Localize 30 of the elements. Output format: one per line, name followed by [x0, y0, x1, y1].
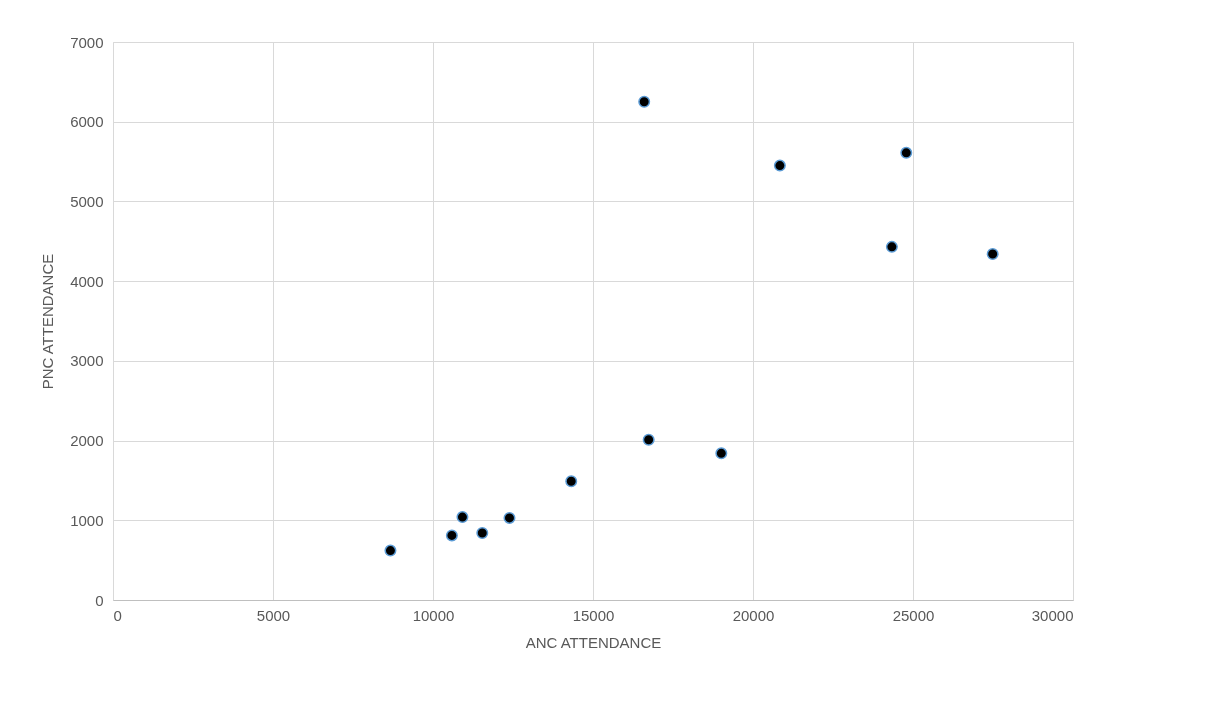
y-tick-label: 7000: [70, 33, 104, 51]
point: [445, 529, 458, 542]
point: [384, 544, 397, 557]
point: [715, 447, 728, 460]
point: [456, 511, 469, 524]
point: [565, 475, 578, 488]
point: [503, 511, 516, 524]
x-tick-label: 25000: [892, 606, 935, 624]
x-axis-title: ANC ATTENDANCE: [525, 633, 662, 651]
y-tick-label: 4000: [70, 272, 104, 290]
x-tick-label: 20000: [732, 606, 775, 624]
y-tick-label: 1000: [70, 511, 104, 529]
y-tick-label: 0: [95, 591, 104, 609]
x-tick-label: 5000: [256, 606, 291, 624]
point: [986, 248, 999, 261]
point: [638, 95, 651, 108]
y-tick-label: 2000: [70, 432, 104, 450]
x-tick-label: 15000: [572, 606, 615, 624]
x-tick-label: 30000: [1031, 606, 1074, 624]
y-axis-title: PNC ATTENDANCE: [39, 253, 57, 390]
point: [900, 146, 913, 159]
x-tick-label: 0: [113, 606, 122, 624]
point: [773, 159, 786, 172]
x-tick-label: 10000: [412, 606, 455, 624]
y-tick-label: 6000: [70, 113, 104, 131]
y-tick-label: 3000: [70, 352, 104, 370]
point: [476, 527, 489, 540]
y-tick-label: 5000: [70, 192, 104, 210]
point: [642, 433, 655, 446]
point: [885, 240, 898, 253]
